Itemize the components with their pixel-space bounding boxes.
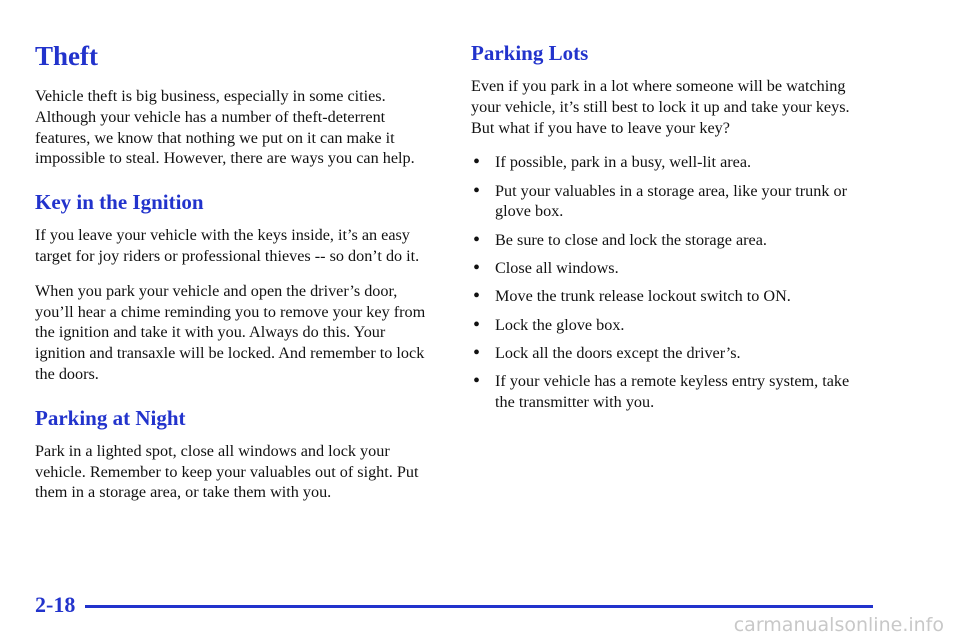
- bullet-item: Lock the glove box.: [471, 315, 851, 336]
- paragraph: If you leave your vehicle with the keys …: [35, 226, 420, 265]
- heading: Key in the Ignition: [35, 190, 204, 215]
- bullet-item: Move the trunk release lockout switch to…: [471, 286, 851, 307]
- bullet-list: If possible, park in a busy, well-lit ar…: [471, 152, 851, 412]
- paragraph: Even if you park in a lot where someone …: [471, 77, 850, 137]
- bullet-item: Put your valuables in a storage area, li…: [471, 181, 851, 223]
- bullet-item: If your vehicle has a remote keyless ent…: [471, 371, 851, 413]
- bullet-item: Lock all the doors except the driver’s.: [471, 343, 851, 364]
- right-column: Parking Lots Even if you park in a lot w…: [471, 40, 851, 420]
- left-column: Theft Vehicle theft is big business, esp…: [35, 40, 435, 517]
- page-number: 2-18: [35, 592, 76, 617]
- bullet-item: Close all windows.: [471, 258, 851, 279]
- watermark: carmanualsonline.info: [733, 614, 944, 636]
- heading: Parking Lots: [471, 41, 589, 65]
- bullet-item: If possible, park in a busy, well-lit ar…: [471, 152, 851, 173]
- footer-rule: [85, 605, 873, 608]
- heading: Parking at Night: [35, 405, 186, 430]
- paragraph: Park in a lighted spot, close all window…: [35, 441, 419, 502]
- bullet-item: Be sure to close and lock the storage ar…: [471, 230, 851, 251]
- paragraph: When you park your vehicle and open the …: [35, 281, 426, 383]
- title: Theft: [35, 41, 98, 71]
- paragraph: Vehicle theft is big business, especiall…: [35, 87, 415, 168]
